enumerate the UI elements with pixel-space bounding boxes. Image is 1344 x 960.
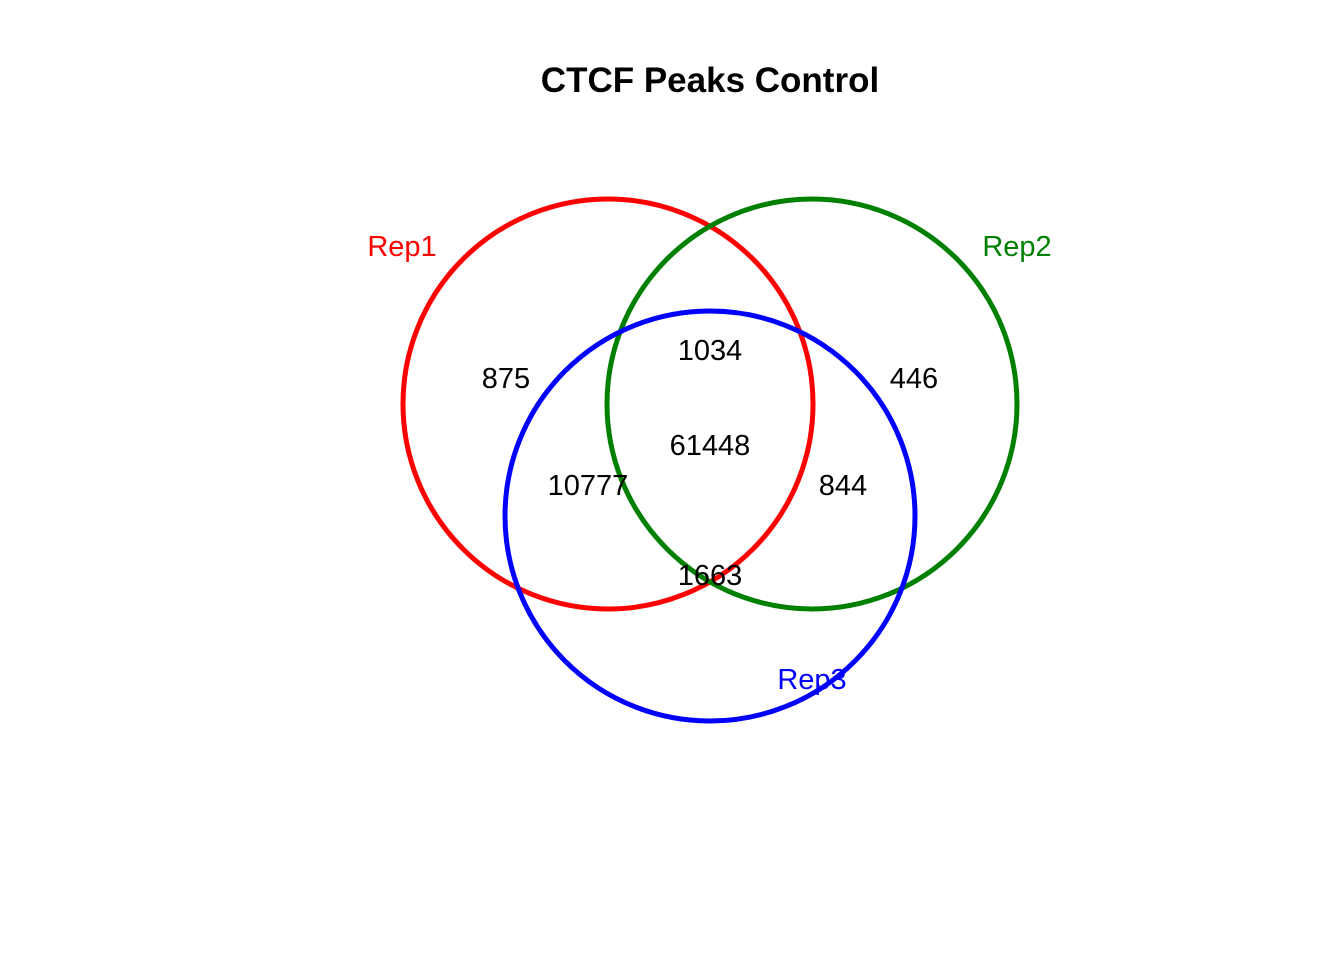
- region-count-all-three: 61448: [670, 430, 751, 462]
- chart-title: CTCF Peaks Control: [541, 61, 879, 100]
- region-count-bottom: 1663: [678, 560, 743, 592]
- set-circle-rep2: [604, 196, 1020, 612]
- set-label-rep1: Rep1: [367, 231, 436, 263]
- set-label-rep3: Rep3: [777, 664, 846, 696]
- region-count-rep1-rep3: 10777: [548, 470, 629, 502]
- region-count-rep2-rep3: 844: [819, 470, 867, 502]
- set-circle-rep3: [502, 308, 918, 724]
- set-circle-rep1: [400, 196, 816, 612]
- region-count-rep1-rep2: 1034: [678, 335, 743, 367]
- region-count-rep2-only: 446: [890, 363, 938, 395]
- region-count-rep1-only: 875: [482, 363, 530, 395]
- set-label-rep2: Rep2: [982, 231, 1051, 263]
